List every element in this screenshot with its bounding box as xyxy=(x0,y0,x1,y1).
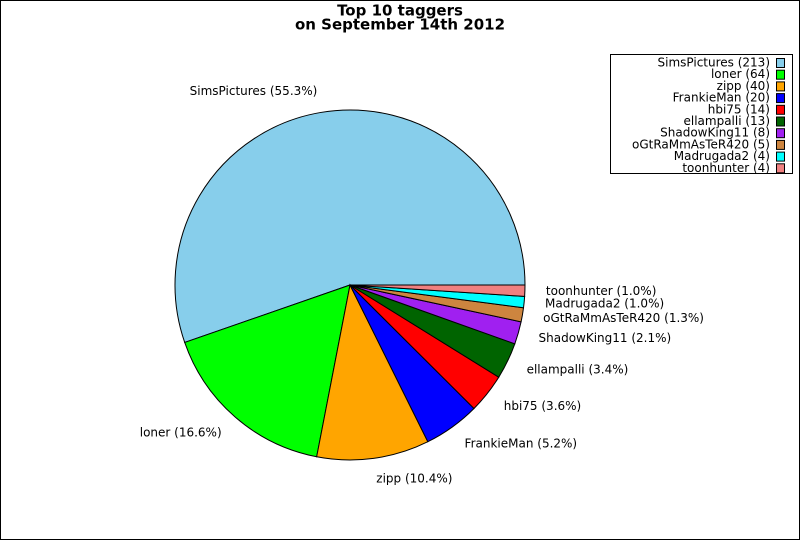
slice-label: zipp (10.4%) xyxy=(376,472,452,486)
pie-slice xyxy=(349,284,526,297)
legend-label: SimsPictures (213) xyxy=(658,56,771,70)
chart-title: Top 10 taggers xyxy=(337,2,463,20)
slice-label: toonhunter (1.0%) xyxy=(546,284,657,298)
legend-box xyxy=(610,54,793,174)
slice-label: FrankieMan (5.2%) xyxy=(465,437,578,451)
legend-label: ellampalli (13) xyxy=(683,114,770,128)
pie-slice xyxy=(174,109,526,344)
legend-swatch xyxy=(776,151,785,162)
legend-label: zipp (40) xyxy=(717,79,770,93)
legend-swatch xyxy=(776,69,785,80)
slice-label: oGtRaMmAsTeR420 (1.3%) xyxy=(543,311,704,325)
slice-label: ShadowKing11 (2.1%) xyxy=(539,331,672,345)
legend-swatch xyxy=(776,163,785,174)
legend-swatch xyxy=(776,58,785,68)
slice-label: SimsPictures (55.3%) xyxy=(190,84,318,98)
legend-swatch xyxy=(776,93,785,104)
legend-label: oGtRaMmAsTeR420 (5) xyxy=(632,137,770,151)
legend-swatch xyxy=(776,128,785,139)
slice-label: hbi75 (3.6%) xyxy=(504,399,582,413)
legend-label: hbi75 (14) xyxy=(708,102,770,116)
legend-swatch xyxy=(776,116,785,127)
legend-swatch xyxy=(776,81,785,92)
chart-subtitle: on September 14th 2012 xyxy=(295,16,505,34)
legend-swatch xyxy=(776,139,785,150)
legend-label: loner (64) xyxy=(711,67,770,81)
legend-label: toonhunter (4) xyxy=(682,161,770,175)
legend-swatch xyxy=(776,104,785,115)
slice-label: loner (16.6%) xyxy=(140,426,222,440)
pie-slice xyxy=(316,283,429,461)
pie-slice xyxy=(184,284,351,458)
legend-label: FrankieMan (20) xyxy=(673,91,770,105)
legend-label: ShadowKing11 (8) xyxy=(660,126,770,140)
legend-label: Madrugada2 (4) xyxy=(674,149,770,163)
slice-label: ellampalli (3.4%) xyxy=(527,363,629,377)
slice-label: Madrugada2 (1.0%) xyxy=(545,297,664,311)
